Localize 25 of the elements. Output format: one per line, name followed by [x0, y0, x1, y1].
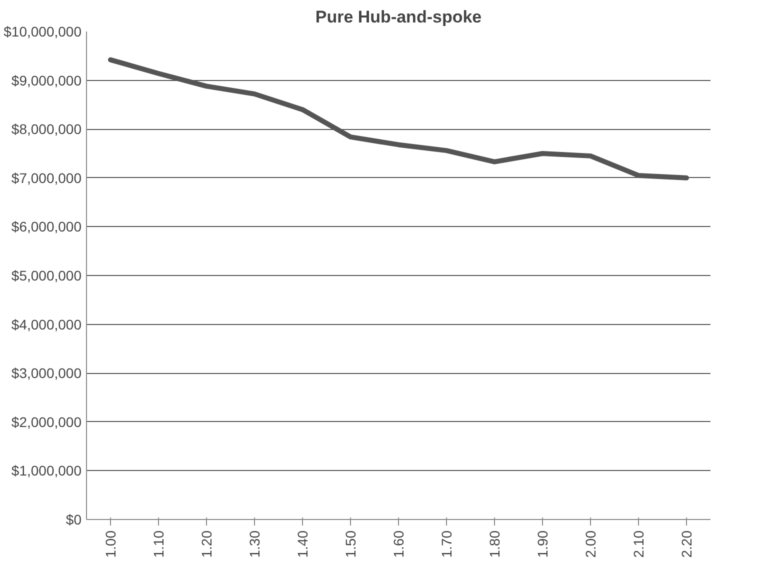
y-tick-label: $10,000,000: [4, 24, 82, 40]
x-tick-label: 1.80: [486, 530, 502, 558]
x-tick-label: 1.50: [342, 530, 358, 558]
x-tick-label: 1.00: [102, 530, 118, 558]
x-tick-label: 2.20: [678, 530, 694, 558]
y-tick-label: $9,000,000: [11, 72, 82, 88]
x-tick-label: 1.90: [534, 530, 550, 558]
chart-title: Pure Hub-and-spoke: [315, 8, 482, 26]
y-tick-label: $8,000,000: [11, 121, 82, 138]
x-tick-label: 1.40: [294, 530, 310, 558]
y-tick-label: $1,000,000: [11, 462, 82, 479]
x-tick-label: 1.20: [198, 530, 214, 558]
y-tick-label: $2,000,000: [11, 414, 82, 430]
y-tick-label: $4,000,000: [11, 316, 82, 332]
y-tick-label: $3,000,000: [11, 365, 82, 382]
y-tick-label: $5,000,000: [11, 268, 82, 284]
x-tick-label: 1.60: [390, 530, 406, 558]
y-tick-label: $0: [66, 512, 82, 528]
y-tick-label: $7,000,000: [11, 170, 82, 186]
x-tick-label: 1.30: [246, 530, 262, 558]
x-tick-label: 2.00: [582, 530, 598, 558]
y-tick-label: $6,000,000: [11, 218, 82, 235]
x-tick-label: 1.70: [438, 530, 454, 558]
x-tick-label: 1.10: [150, 530, 166, 558]
x-tick-label: 2.10: [630, 530, 646, 558]
